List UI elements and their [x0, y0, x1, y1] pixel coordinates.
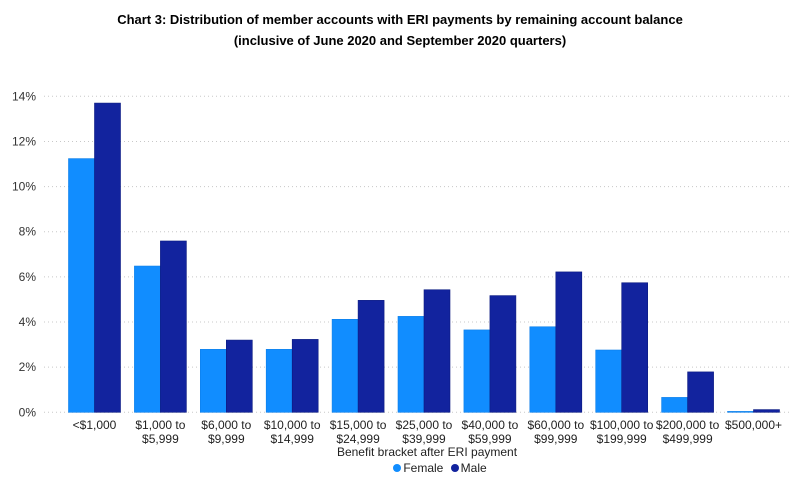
bar-female[interactable]	[331, 319, 359, 413]
y-tick-label: 6%	[19, 270, 37, 284]
x-tick-label: $9,999	[208, 432, 245, 446]
legend-item-female[interactable]: Female	[393, 461, 443, 475]
bar-male[interactable]	[489, 295, 517, 413]
female-dot-icon	[393, 464, 402, 472]
x-tick-label: $200,000 to	[656, 418, 720, 432]
y-tick-label: 0%	[19, 405, 37, 419]
bar-female[interactable]	[463, 329, 491, 413]
bar-male[interactable]	[423, 289, 451, 413]
legend-label-female: Female	[403, 461, 444, 475]
bar-male[interactable]	[687, 371, 714, 413]
x-tick-label: $24,999	[336, 432, 380, 446]
x-axis-title: Benefit bracket after ERI payment	[337, 445, 518, 459]
x-tick-label: $60,000 to	[527, 418, 584, 432]
x-tick-label: $39,999	[402, 432, 446, 446]
bar-female[interactable]	[595, 349, 623, 413]
y-tick-label: 14%	[12, 89, 36, 103]
bar-female[interactable]	[529, 326, 557, 413]
y-tick-label: 8%	[19, 225, 37, 239]
bar-male[interactable]	[160, 240, 187, 413]
bar-female[interactable]	[68, 158, 95, 413]
x-tick-label: $10,000 to	[264, 418, 321, 432]
bar-female[interactable]	[727, 411, 754, 413]
y-tick-label: 12%	[12, 134, 36, 148]
bar-male[interactable]	[291, 339, 319, 413]
bar-male[interactable]	[621, 282, 649, 413]
x-tick-label: $499,999	[663, 432, 713, 446]
legend-label-male: Male	[460, 461, 487, 475]
y-tick-label: 4%	[19, 315, 37, 329]
x-tick-label: $6,000 to	[201, 418, 251, 432]
x-tick-label: $199,999	[597, 432, 647, 446]
bar-female[interactable]	[397, 316, 425, 413]
x-tick-label: $15,000 to	[330, 418, 387, 432]
bar-male[interactable]	[357, 300, 385, 413]
x-tick-label: $99,999	[534, 432, 578, 446]
x-tick-label: $59,999	[468, 432, 512, 446]
x-tick-label: $25,000 to	[396, 418, 453, 432]
male-dot-icon	[450, 464, 459, 472]
chart-subtitle: (inclusive of June 2020 and September 20…	[233, 33, 567, 48]
bar-male[interactable]	[94, 102, 121, 413]
chart-title: Chart 3: Distribution of member accounts…	[117, 12, 683, 27]
y-tick-label: 2%	[19, 360, 37, 374]
legend-item-male[interactable]: Male	[450, 461, 487, 475]
bar-male[interactable]	[555, 271, 583, 413]
bar-male[interactable]	[226, 339, 253, 413]
x-tick-label: $14,999	[271, 432, 315, 446]
x-tick-label: $40,000 to	[462, 418, 519, 432]
bar-female[interactable]	[134, 265, 161, 413]
bar-male[interactable]	[753, 409, 780, 413]
y-tick-label: 10%	[12, 180, 36, 194]
x-tick-label: $100,000 to	[590, 418, 654, 432]
x-tick-label: $500,000+	[725, 418, 782, 432]
x-tick-label: $5,999	[142, 432, 179, 446]
x-tick-label: <$1,000	[73, 418, 117, 432]
bar-female[interactable]	[200, 349, 227, 413]
x-tick-label: $1,000 to	[135, 418, 185, 432]
legend: Female Male	[0, 461, 800, 475]
bar-female[interactable]	[265, 349, 293, 413]
bar-female[interactable]	[661, 397, 688, 413]
